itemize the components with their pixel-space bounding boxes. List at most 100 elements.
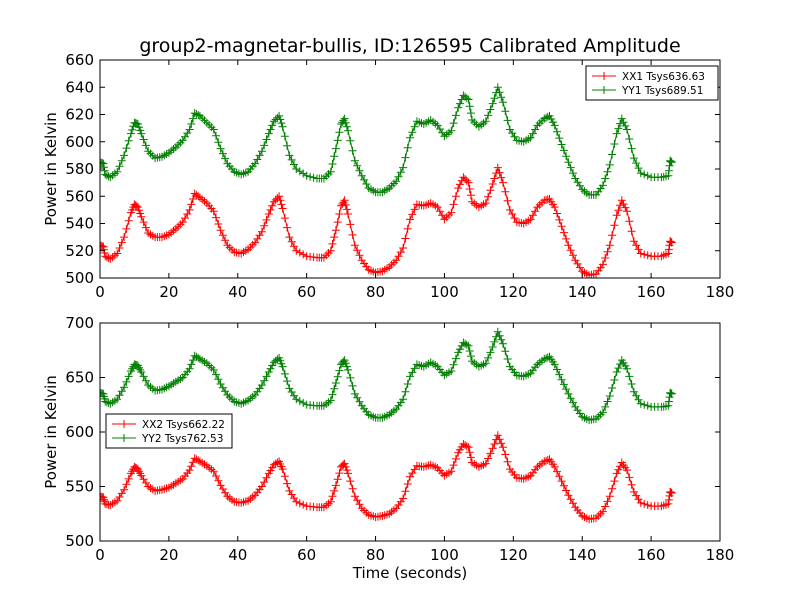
data-point [328,390,337,399]
data-point [128,125,137,134]
data-point [285,151,294,160]
data-point [605,160,614,169]
data-point [133,120,142,128]
data-point [141,223,150,232]
data-point [280,132,289,141]
y-tick-label: 580 [65,160,94,178]
data-point [122,480,131,489]
data-point [280,369,289,378]
data-point [185,364,194,373]
data-point [350,241,359,250]
data-point [598,181,607,190]
data-point [608,150,617,159]
data-point [564,241,573,250]
data-point [503,355,512,363]
data-point [603,167,612,176]
data-point [447,126,456,135]
data-point [664,171,673,180]
data-point [285,233,294,242]
x-tick-label: 80 [366,283,385,301]
legend: XX1 Tsys636.63 YY1 Tsys689.51 [585,65,719,101]
x-tick-label: 180 [706,546,735,564]
data-point [262,372,271,381]
data-point [218,149,227,158]
data-point [601,502,610,511]
series-markers-2 [100,83,676,199]
data-point [499,178,507,187]
data-point [190,109,199,118]
data-point [562,152,571,161]
data-point [185,205,194,214]
data-point [643,171,652,180]
data-point [548,118,557,127]
data-point [499,98,507,107]
data-point [562,234,571,243]
data-point [124,216,133,225]
legend-label: XX2 Tsys662.22 [142,419,225,431]
data-point [614,465,623,474]
data-point [449,461,458,470]
data-point [115,162,124,171]
data-point [350,156,359,165]
data-point [340,114,349,123]
data-point [493,83,502,92]
series-markers-2 [100,327,676,424]
data-point [290,160,298,169]
data-point [260,141,269,150]
data-point [505,205,514,214]
x-tick-label: 140 [568,283,597,301]
data-point [621,121,630,130]
data-point [664,499,673,508]
data-point [309,173,318,182]
data-point [462,176,471,185]
data-point [141,376,150,385]
data-point [330,233,339,242]
data-point [550,462,559,471]
data-point [486,348,495,357]
data-point [187,200,196,209]
data-point [104,254,113,262]
data-point [292,497,301,506]
data-point [610,376,619,384]
data-point [499,339,507,348]
x-tick-label: 120 [499,546,528,564]
data-point [542,456,551,465]
data-point [115,244,124,252]
data-point [481,199,490,208]
data-point [623,125,631,134]
data-point [619,118,628,127]
data-point [464,178,473,187]
data-point [555,370,564,379]
data-point [399,244,408,252]
data-point [462,442,471,451]
data-point [251,159,259,168]
data-point [614,124,623,133]
data-point [623,466,631,475]
data-point [290,242,298,251]
data-point [214,476,223,485]
data-point [331,226,340,235]
data-point [664,249,673,258]
data-point [495,331,504,340]
data-point [392,177,401,186]
data-point [493,163,502,172]
data-point [605,241,614,250]
data-point [212,370,220,379]
data-point [335,210,344,218]
data-point [490,440,499,448]
data-point [340,196,349,205]
x-tick-label: 160 [637,283,666,301]
data-point [137,368,146,376]
data-point [497,439,506,448]
data-point [340,459,349,468]
data-point [557,222,566,231]
data-point [555,472,564,481]
data-point [488,99,497,108]
data-point [612,368,621,376]
data-point [117,156,126,165]
data-point [403,224,412,233]
data-point [438,211,447,220]
data-point [610,140,619,148]
data-point [465,102,474,111]
data-point [295,397,304,406]
